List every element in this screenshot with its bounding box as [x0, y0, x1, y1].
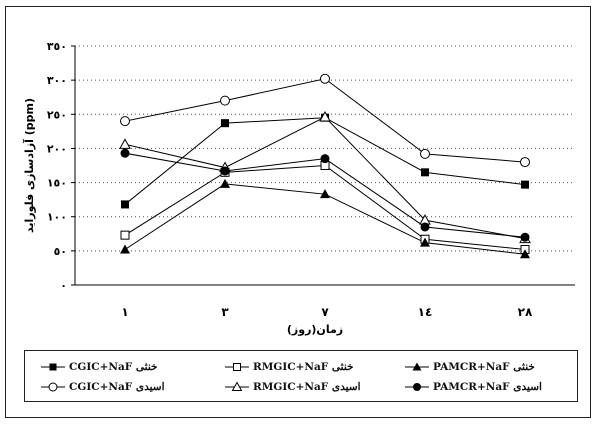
chart-frame: [5, 6, 591, 418]
series-line: [124, 116, 526, 240]
legend-label: PAMCR+NaF خنثی: [433, 361, 535, 373]
data-point: [420, 148, 430, 159]
legend-item-pamcr-acidic: PAMCR+NaF اسیدی: [405, 379, 542, 395]
data-point: [220, 178, 230, 188]
x-tick-label: ٣: [221, 305, 229, 319]
legend-marker-circle-open: [41, 382, 65, 392]
y-tick-label: ٥٠: [54, 245, 67, 258]
y-tick-label: ٠: [60, 279, 67, 292]
data-point: [421, 168, 429, 177]
x-axis-label: (زمان(روز: [287, 323, 343, 336]
legend-marker-square-open: [225, 363, 249, 371]
legend-item-rmgic-neutral: RMGIC+NaF خنثی: [225, 359, 354, 375]
data-point: [320, 154, 330, 164]
legend-marker-triangle-filled: [405, 362, 429, 371]
legend-label: RMGIC+NaF اسیدی: [253, 381, 361, 393]
data-point: [220, 166, 230, 176]
y-tick-label: ١٥٠: [47, 177, 67, 190]
series-line: [124, 164, 526, 250]
data-point: [320, 189, 330, 199]
legend-label: CGIC+NaF خنثی: [69, 361, 158, 373]
data-point: [520, 157, 530, 168]
data-point: [120, 148, 130, 158]
x-tick-label: ٧: [321, 305, 329, 319]
data-point: [320, 73, 330, 84]
data-point: [220, 95, 230, 106]
data-point: [120, 244, 130, 254]
x-tick-label: ١: [121, 305, 128, 319]
legend-item-cgic-acidic: CGIC+NaF اسیدی: [41, 379, 165, 395]
chart-legend: CGIC+NaF خنثی RMGIC+NaF خنثی PAMCR+NaF خ…: [24, 350, 578, 402]
x-tick-label: ٢٨: [518, 305, 533, 319]
data-point: [319, 110, 331, 122]
legend-item-rmgic-acidic: RMGIC+NaF اسیدی: [225, 379, 361, 395]
data-point: [121, 200, 129, 209]
legend-label: PAMCR+NaF اسیدی: [433, 381, 542, 393]
legend-marker-circle-filled: [405, 383, 429, 391]
data-point: [520, 232, 530, 242]
y-tick-label: ٢٥٠: [47, 108, 67, 121]
legend-marker-triangle-open: [225, 381, 249, 391]
y-tick-label: ٣٠٠: [47, 74, 67, 87]
data-point: [119, 138, 131, 149]
y-axis-label: آزادسازی فلوراید (ppm): [22, 98, 36, 233]
y-tick-label: ٢٠٠: [47, 142, 67, 155]
data-point: [221, 119, 229, 128]
legend-marker-square-filled: [41, 363, 65, 371]
legend-label: RMGIC+NaF خنثی: [253, 361, 354, 373]
y-tick-label: ٣٥٠: [47, 40, 67, 53]
legend-label: CGIC+NaF اسیدی: [69, 381, 165, 393]
data-point: [420, 222, 430, 232]
x-tick-label: ١٤: [418, 305, 433, 319]
y-tick-label: ١٠٠: [47, 211, 67, 224]
data-point: [520, 249, 530, 259]
legend-item-pamcr-neutral: PAMCR+NaF خنثی: [405, 359, 535, 375]
data-point: [521, 180, 529, 189]
data-point: [420, 237, 430, 247]
data-point: [120, 116, 130, 127]
legend-item-cgic-neutral: CGIC+NaF خنثی: [41, 359, 158, 375]
data-point: [120, 230, 130, 240]
